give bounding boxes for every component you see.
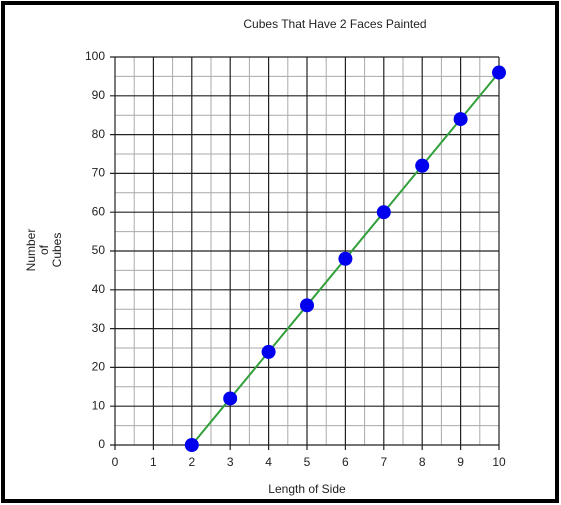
x-tick-label: 0 xyxy=(112,455,119,469)
y-axis-label-line: Number xyxy=(24,229,38,272)
y-tick-label: 40 xyxy=(92,282,106,296)
y-tick-label: 10 xyxy=(92,398,106,412)
y-axis-label-line: Cubes xyxy=(50,233,64,268)
point xyxy=(453,112,468,127)
x-tick-label: 6 xyxy=(342,455,349,469)
point xyxy=(261,344,276,359)
y-tick-label: 50 xyxy=(92,243,106,257)
y-tick-label: 80 xyxy=(92,127,106,141)
y-tick-label: 60 xyxy=(92,204,106,218)
x-tick-label: 9 xyxy=(457,455,464,469)
y-axis-label-line: of xyxy=(37,244,51,255)
chart-title: Cubes That Have 2 Faces Painted xyxy=(243,17,426,31)
y-tick-label: 0 xyxy=(98,437,105,451)
x-tick-label: 7 xyxy=(380,455,387,469)
point xyxy=(492,65,506,80)
x-tick-label: 4 xyxy=(265,455,272,469)
y-tick-label: 30 xyxy=(92,321,106,335)
y-tick-label: 70 xyxy=(92,166,106,180)
x-tick-label: 8 xyxy=(419,455,426,469)
y-tick-label: 90 xyxy=(92,88,106,102)
point xyxy=(415,158,430,173)
point xyxy=(300,298,314,313)
x-tick-label: 2 xyxy=(188,455,195,469)
x-tick-label: 3 xyxy=(227,455,234,469)
point xyxy=(223,391,238,406)
y-tick-label: 20 xyxy=(92,360,106,374)
y-tick-label: 100 xyxy=(85,49,105,63)
point xyxy=(338,251,353,266)
point xyxy=(376,205,391,220)
x-tick-label: 5 xyxy=(304,455,311,469)
y-axis-label: Number of Cubes xyxy=(24,229,64,272)
x-tick-label: 10 xyxy=(492,455,506,469)
point xyxy=(184,438,199,452)
x-tick-label: 1 xyxy=(150,455,157,469)
x-axis-label: Length of Side xyxy=(268,482,346,496)
